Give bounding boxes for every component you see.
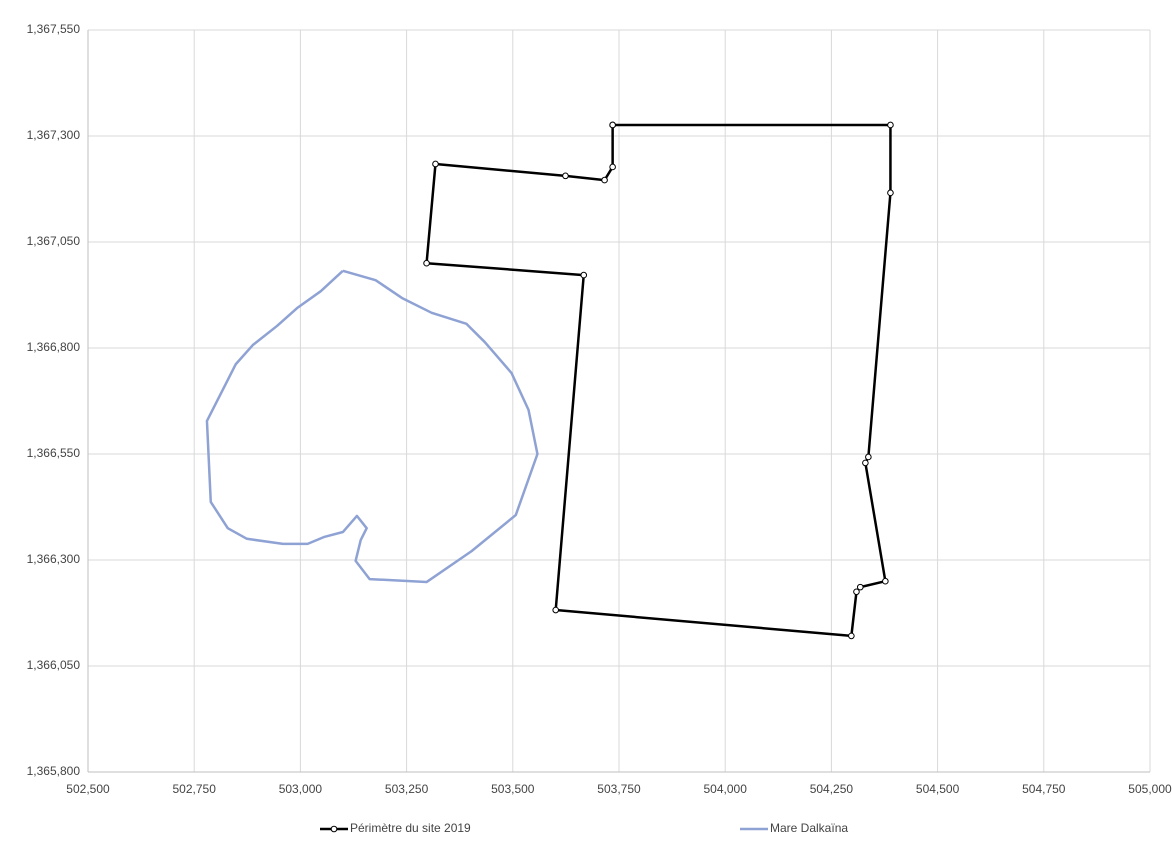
x-tick-label: 504,500	[916, 782, 960, 796]
y-tick-label: 1,367,050	[27, 234, 81, 248]
point	[853, 588, 860, 596]
x-tick-label: 503,500	[491, 782, 535, 796]
y-tick-label: 1,365,800	[27, 764, 81, 778]
legend-marker	[330, 825, 338, 833]
point	[887, 189, 894, 197]
x-tick-label: 504,250	[810, 782, 854, 796]
series-line	[205, 269, 539, 584]
x-tick-label: 502,500	[66, 782, 110, 796]
x-tick-label: 504,000	[704, 782, 748, 796]
point	[609, 121, 616, 129]
series-line	[425, 123, 892, 638]
x-tick-label: 503,250	[385, 782, 429, 796]
point	[882, 577, 889, 585]
point	[865, 453, 872, 461]
y-tick-label: 1,366,550	[27, 446, 81, 460]
legend-label: Mare Dalkaïna	[770, 821, 848, 835]
point	[423, 259, 430, 267]
y-tick-label: 1,367,550	[27, 22, 81, 36]
legend-label: Périmètre du site 2019	[350, 821, 471, 835]
x-tick-label: 504,750	[1022, 782, 1066, 796]
y-tick-label: 1,367,300	[27, 128, 81, 142]
x-tick-label: 505,000	[1128, 782, 1172, 796]
point	[848, 632, 855, 640]
point	[887, 121, 894, 129]
x-tick-label: 503,000	[279, 782, 323, 796]
point	[601, 176, 608, 184]
point	[432, 160, 439, 168]
point	[862, 459, 869, 467]
point	[580, 271, 588, 279]
point	[562, 172, 569, 180]
x-tick-label: 503,750	[597, 782, 641, 796]
y-tick-label: 1,366,800	[27, 340, 81, 354]
x-tick-label: 502,750	[173, 782, 217, 796]
y-tick-label: 1,366,300	[27, 552, 81, 566]
point	[552, 606, 560, 614]
y-tick-label: 1,366,050	[27, 658, 81, 672]
point	[856, 583, 864, 591]
point	[609, 163, 616, 171]
